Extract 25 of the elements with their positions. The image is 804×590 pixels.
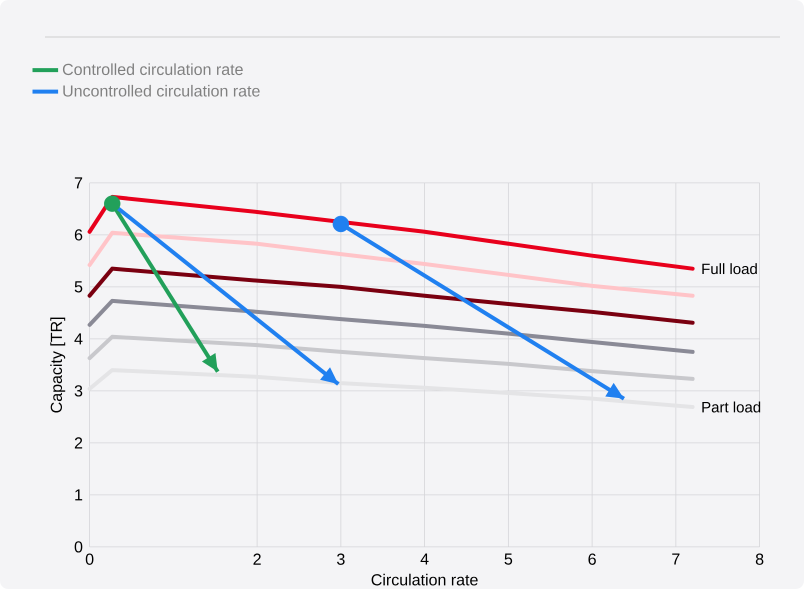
y-tick-label: 7 (74, 177, 82, 188)
x-tick-label: 6 (588, 554, 596, 565)
x-tick-label: 4 (420, 554, 429, 565)
legend-label: Uncontrolled circulation rate (63, 84, 260, 97)
y-tick-label: 4 (74, 333, 82, 344)
line-series (88, 266, 695, 325)
y-tick-label: 5 (74, 281, 82, 293)
y-tick-label: 6 (74, 229, 82, 241)
y-axis-title: Capacity [TR] (50, 318, 66, 413)
x-tick-label: 7 (672, 554, 680, 565)
annotation: Part load (702, 402, 760, 413)
y-tick-label: 1 (75, 489, 82, 500)
x-tick-label: 3 (337, 554, 345, 565)
x-tick-label: 5 (504, 554, 512, 565)
line-series (88, 368, 695, 410)
annotation: Full load (702, 263, 757, 274)
y-tick-label: 3 (74, 385, 82, 397)
y-tick-label: 2 (74, 437, 82, 449)
x-tick-label: 8 (756, 554, 764, 565)
x-tick-label: 2 (253, 554, 261, 565)
x-axis-title: Circulation rate (372, 574, 478, 586)
x-tick-label: 0 (86, 554, 94, 565)
line-series (88, 299, 695, 354)
y-tick-label: 0 (74, 541, 82, 553)
legend-label: Controlled circulation rate (62, 63, 243, 76)
